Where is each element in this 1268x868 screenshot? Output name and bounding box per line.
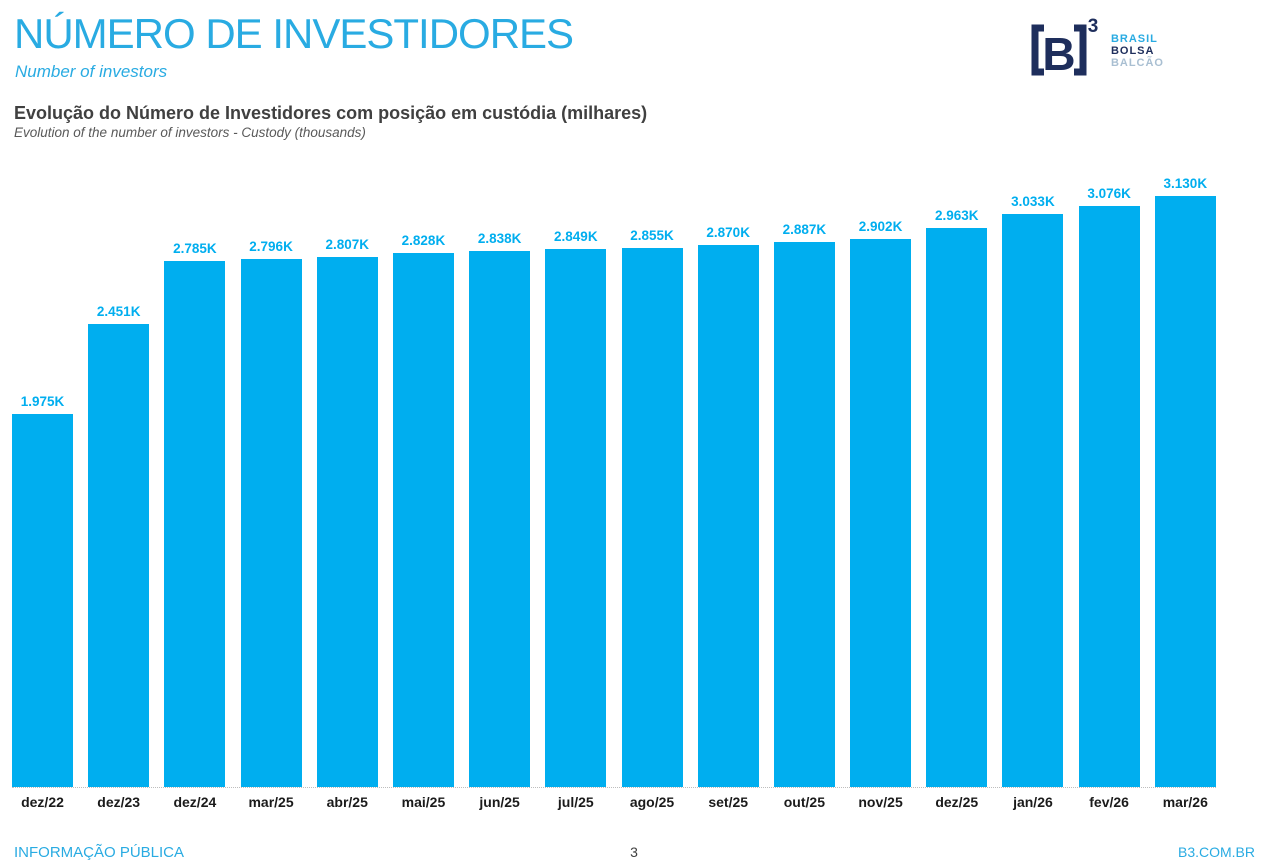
bar-value-label: 3.130K: [1163, 176, 1208, 191]
bar-value-label: 2.807K: [325, 237, 370, 252]
bar-column: 2.807K: [316, 237, 378, 787]
page-subtitle: Number of investors: [15, 62, 168, 81]
bar-column: 3.076K: [1078, 186, 1140, 787]
footer-website-link[interactable]: B3.COM.BR: [1177, 844, 1255, 860]
bar-chart: 1.975K 2.451K 2.785K 2.796K 2.807K 2.828K 2.83…: [12, 176, 1216, 810]
bar: [12, 414, 73, 787]
x-axis-label: fev/26: [1089, 794, 1129, 810]
chart-heading-pt: Evolução do Número de Investidores com p…: [14, 103, 648, 123]
bar-value-label: 2.963K: [934, 208, 979, 223]
bar: [850, 239, 912, 787]
x-axis-labels: dez/22 dez/23 dez/24 mar/25 abr/25 mai/25 jun/…: [12, 794, 1216, 810]
bar-column: 3.033K: [1002, 194, 1064, 787]
bar: [164, 261, 226, 787]
bar-column: 3.130K: [1154, 176, 1216, 787]
bar-column: 2.849K: [545, 229, 607, 787]
bar-value-label: 2.451K: [96, 304, 141, 319]
page-number: 3: [630, 844, 638, 860]
bar-column: 2.963K: [926, 208, 988, 787]
bar-column: 2.451K: [88, 304, 150, 787]
bar-value-label: 2.855K: [630, 228, 674, 243]
bar: [773, 242, 835, 787]
x-axis-label: ago/25: [629, 794, 675, 810]
bar-value-label: 2.849K: [554, 229, 598, 244]
bar: [392, 253, 454, 787]
x-axis-label: set/25: [708, 794, 749, 810]
x-axis-label: jun/25: [479, 794, 520, 810]
bar: [88, 324, 150, 787]
x-axis-label: mai/25: [401, 794, 446, 810]
bar-column: 2.828K: [392, 233, 454, 787]
x-axis-label: dez/25: [935, 794, 979, 810]
bar: [469, 251, 531, 787]
logo-word-balcao: BALCÃO: [1110, 57, 1164, 69]
bar-value-label: 1.975K: [20, 394, 65, 409]
b3-logo: B 3 BRASIL BOLSA BALCÃO: [1028, 16, 1164, 76]
bar-column: 1.975K: [12, 394, 73, 787]
bar-value-label: 3.033K: [1011, 194, 1055, 209]
bar-column: 2.838K: [469, 231, 531, 787]
bar-value-label: 2.838K: [477, 231, 522, 246]
x-axis-label: jul/25: [557, 794, 594, 810]
x-axis-label: nov/25: [858, 794, 903, 810]
x-axis-label: out/25: [783, 794, 825, 810]
bar-value-label: 2.796K: [249, 239, 293, 254]
bar-value-label: 2.887K: [782, 222, 827, 237]
logo-letter-b: B: [1042, 28, 1075, 76]
x-axis-label: jan/26: [1013, 794, 1053, 810]
bar: [545, 249, 607, 787]
x-axis-label: dez/22: [21, 794, 64, 810]
bar: [316, 257, 378, 787]
logo-word-bolsa: BOLSA: [1110, 45, 1155, 57]
bar-column: 2.855K: [621, 228, 683, 787]
bars-row: 1.975K 2.451K 2.785K 2.796K 2.807K 2.828K 2.83…: [12, 176, 1216, 788]
x-axis-label: abr/25: [326, 794, 368, 810]
b3-logo-mark-icon: B 3: [1031, 16, 1099, 76]
bar-column: 2.870K: [697, 225, 759, 787]
bar: [697, 245, 759, 787]
chart-heading-en: Evolution of the number of investors - C…: [14, 125, 366, 140]
bar: [240, 259, 302, 787]
b3-logo-wordmark: BRASIL BOLSA BALCÃO: [1111, 33, 1164, 69]
logo-word-brasil: BRASIL: [1110, 33, 1158, 45]
bar: [1002, 214, 1064, 787]
x-axis-label: dez/23: [97, 794, 141, 810]
bar: [926, 228, 988, 787]
bar: [1078, 206, 1140, 787]
footer-classification: INFORMAÇÃO PÚBLICA: [14, 844, 185, 861]
x-axis-label: dez/24: [173, 794, 217, 810]
x-axis-label: mar/26: [1162, 794, 1208, 810]
x-axis-label: mar/25: [248, 794, 294, 810]
bar-column: 2.785K: [164, 241, 226, 787]
bar-value-label: 3.076K: [1087, 186, 1131, 201]
bar-value-label: 2.785K: [173, 241, 217, 256]
bar-value-label: 2.828K: [401, 233, 446, 248]
logo-superscript-3: 3: [1088, 16, 1099, 37]
bar-column: 2.887K: [773, 222, 835, 787]
page-title: NÚMERO DE INVESTIDORES: [14, 10, 574, 57]
bar-value-label: 2.870K: [706, 225, 750, 240]
bar-value-label: 2.902K: [858, 219, 903, 234]
bar-column: 2.902K: [850, 219, 912, 787]
bar-column: 2.796K: [240, 239, 302, 787]
bar: [621, 248, 683, 787]
bar: [1154, 196, 1216, 787]
